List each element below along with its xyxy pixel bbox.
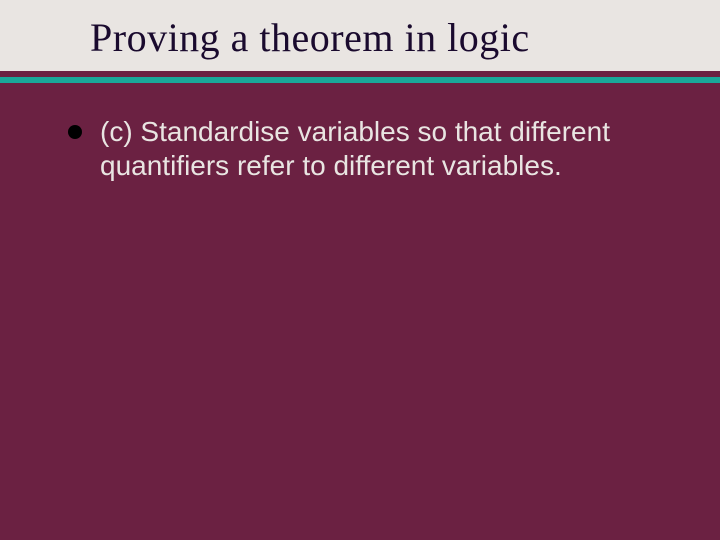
bullet-marker-icon [68,125,82,139]
body-region: (c) Standardise variables so that differ… [0,83,720,183]
bullet-text: (c) Standardise variables so that differ… [100,115,650,183]
slide-title: Proving a theorem in logic [90,14,680,61]
title-region: Proving a theorem in logic [0,0,720,71]
slide: Proving a theorem in logic (c) Standardi… [0,0,720,540]
bullet-item: (c) Standardise variables so that differ… [68,115,650,183]
